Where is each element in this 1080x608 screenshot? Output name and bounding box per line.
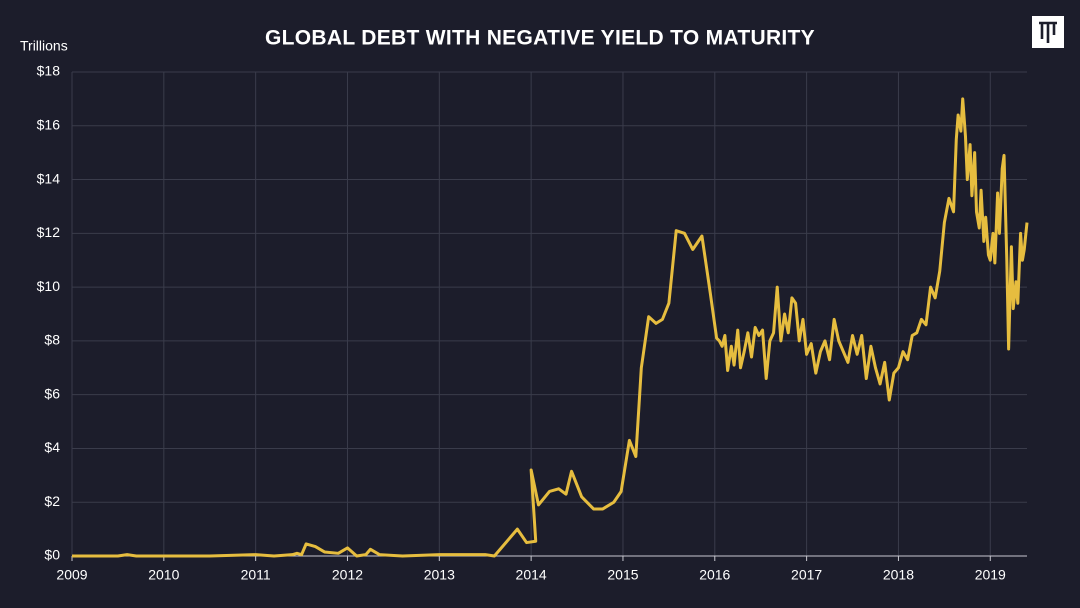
y-tick-label: $2	[44, 493, 60, 509]
logo	[1032, 16, 1064, 48]
x-tick-label: 2015	[607, 567, 638, 583]
x-tick-label: 2017	[791, 567, 822, 583]
x-tick-label: 2009	[56, 567, 87, 583]
chart-title: GLOBAL DEBT WITH NEGATIVE YIELD TO MATUR…	[265, 27, 815, 50]
logo-glyph	[1039, 21, 1057, 43]
x-tick-label: 2012	[332, 567, 363, 583]
y-tick-label: $12	[37, 224, 61, 240]
x-tick-label: 2018	[883, 567, 914, 583]
y-tick-label: $10	[37, 278, 61, 294]
x-tick-label: 2010	[148, 567, 179, 583]
x-tick-label: 2011	[241, 567, 271, 583]
x-tick-label: 2014	[516, 567, 547, 583]
y-tick-label: $14	[37, 170, 61, 186]
y-tick-label: $6	[44, 385, 60, 401]
x-tick-label: 2016	[699, 567, 730, 583]
y-tick-label: $18	[37, 63, 61, 79]
data-line	[72, 97, 1029, 558]
x-tick-label: 2019	[975, 567, 1006, 583]
y-tick-label: $8	[44, 332, 60, 348]
y-tick-label: $16	[37, 116, 61, 132]
y-axis-label: Trillions	[20, 38, 68, 54]
x-tick-label: 2013	[424, 567, 455, 583]
y-tick-label: $0	[44, 547, 60, 563]
y-tick-label: $4	[44, 439, 60, 455]
